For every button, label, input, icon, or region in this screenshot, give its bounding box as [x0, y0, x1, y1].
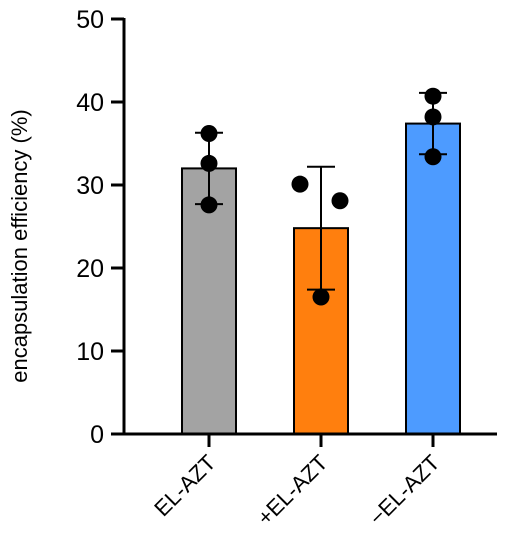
- data-points: [200, 87, 442, 306]
- x-tick-label: EL-AZT: [149, 450, 220, 521]
- x-tick-label: −EL-AZT: [364, 450, 444, 530]
- x-tick-label: +EL-AZT: [252, 450, 332, 530]
- data-point: [291, 175, 309, 193]
- x-axis: EL-AZT +EL-AZT −EL-AZT: [122, 432, 497, 530]
- data-point: [200, 196, 218, 214]
- data-point: [424, 108, 442, 126]
- bar: [405, 122, 461, 436]
- data-point: [200, 154, 218, 172]
- data-point: [331, 192, 349, 210]
- data-point: [200, 125, 218, 143]
- data-point: [424, 87, 442, 105]
- data-point: [312, 288, 330, 306]
- data-point: [424, 148, 442, 166]
- y-tick-label: 10: [76, 338, 104, 366]
- y-axis: 0 10 20 30 40 50: [76, 6, 126, 449]
- y-axis-title: encapsulation efficiency (%): [7, 109, 32, 383]
- y-tick-label: 20: [76, 255, 104, 283]
- y-tick-label: 40: [76, 89, 104, 117]
- y-tick-label: 0: [90, 421, 104, 449]
- y-tick-label: 30: [76, 172, 104, 200]
- y-tick-label: 50: [76, 6, 104, 34]
